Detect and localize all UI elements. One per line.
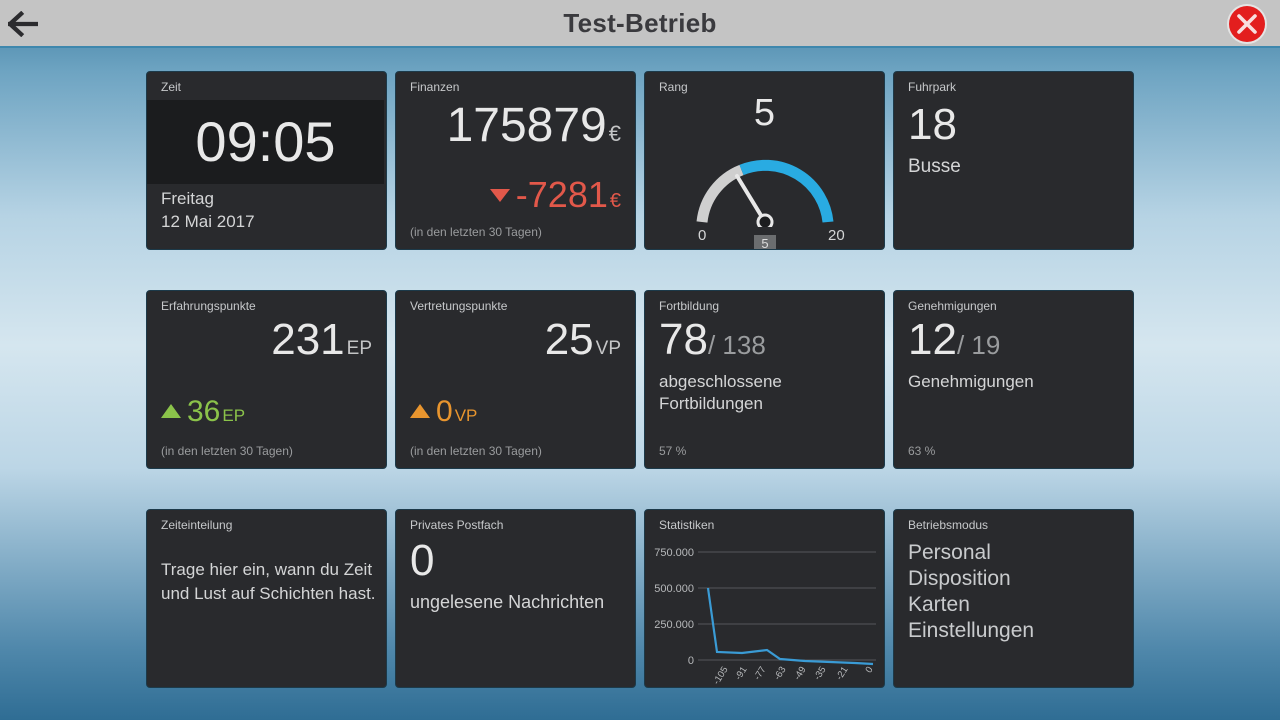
svg-text:-91: -91 [733,665,750,682]
svg-text:0: 0 [688,655,694,667]
svg-text:-105: -105 [711,665,730,687]
svg-text:-63: -63 [772,665,789,682]
svg-text:500.000: 500.000 [654,583,694,595]
svg-text:-35: -35 [812,665,829,682]
svg-text:-49: -49 [792,665,809,682]
svg-text:750.000: 750.000 [654,547,694,559]
svg-text:-77: -77 [752,665,769,682]
svg-text:0: 0 [863,665,875,675]
svg-text:-21: -21 [834,665,851,682]
svg-text:250.000: 250.000 [654,619,694,631]
